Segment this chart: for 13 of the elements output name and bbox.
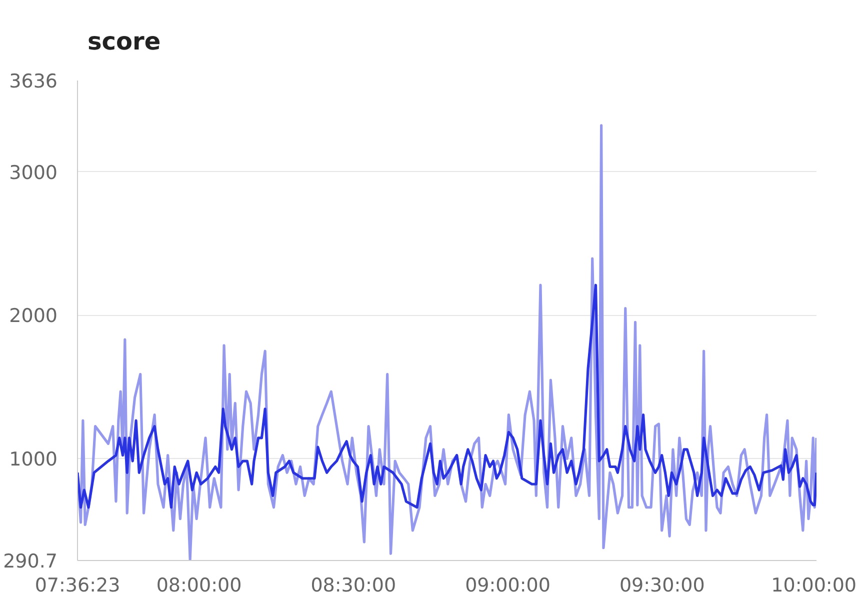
- y-tick-label: 290.7: [3, 550, 58, 572]
- x-tick-label: 09:00:00: [465, 574, 550, 596]
- y-tick-label: 2000: [9, 305, 58, 328]
- x-tick-label: 07:36:23: [34, 574, 120, 596]
- x-tick-label: 08:00:00: [156, 574, 242, 596]
- x-tick-label: 10:00:00: [771, 574, 856, 596]
- chart-title: score: [88, 28, 161, 56]
- x-tick-label: 08:30:00: [310, 574, 396, 596]
- y-tick-label: 1000: [9, 448, 58, 471]
- y-tick-label: 3636: [9, 70, 58, 92]
- line-series: [78, 284, 816, 509]
- y-tick-label: 3000: [9, 162, 58, 184]
- x-tick-label: 09:30:00: [619, 574, 705, 596]
